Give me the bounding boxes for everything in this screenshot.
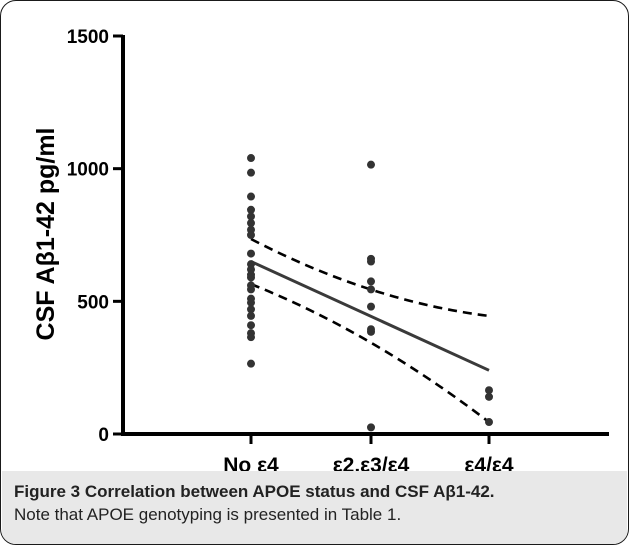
data-point [367,302,375,311]
data-point [247,231,255,239]
data-point [485,418,493,427]
x-tick-label: ε4/ε4 [464,454,513,471]
data-point [247,168,255,177]
caption-title: Correlation between APOE status and CSF … [84,482,495,501]
data-point [247,298,255,307]
data-point [247,305,255,314]
caption-note: Note that APOE genotyping is presented i… [14,505,402,524]
data-point [247,321,255,330]
data-point [247,205,255,214]
confidence-band-lower [250,282,490,424]
data-point [247,359,255,368]
data-point [247,192,255,201]
data-point [247,311,255,320]
data-point [367,327,375,336]
x-tick-label: No ε4 [223,454,279,471]
y-axis-label: CSF Aβ1-42 pg/ml [32,128,60,341]
data-point [367,277,375,286]
caption-figure-label: Figure 3 [14,482,81,501]
y-tick-label: 1500 [67,27,109,48]
data-point [367,423,375,432]
data-point [247,285,255,294]
data-point [247,154,255,163]
data-point [485,392,493,401]
regression-line [250,260,490,372]
x-tick-label: ε2,ε3/ε4 [333,454,410,471]
confidence-band-upper [250,237,490,318]
figure-caption: Figure 3 Correlation between APOE status… [2,471,627,544]
y-tick-label: 500 [77,292,109,313]
data-point [247,333,255,342]
data-point [247,212,255,221]
scatter-chart: 0 500 1000 1500 No ε4 ε2,ε3/ε4 ε4/ε4 CSF Aβ1-42… [32,27,609,471]
data-point [247,273,255,282]
data-point [247,219,255,228]
data-point [247,249,255,258]
data-point [485,386,493,395]
y-tick-label: 0 [98,425,109,446]
data-point [367,257,375,266]
caption-text: Figure 3 Correlation between APOE status… [14,480,615,526]
data-point [367,160,375,169]
data-point [367,285,375,294]
y-tick-label: 1000 [67,160,109,181]
